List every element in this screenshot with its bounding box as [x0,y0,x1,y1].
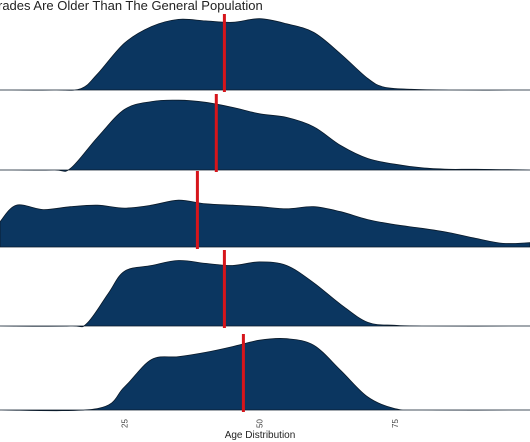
x-tick-label: 25 [120,419,129,428]
x-ticks-group: 25 50 75 [120,419,399,428]
ridge-4 [0,260,530,328]
ridge-2 [0,99,530,172]
ridges-group [0,14,530,412]
x-tick-label: 50 [256,419,265,428]
ridge-5 [0,338,530,412]
ridge-3 [0,199,530,248]
x-tick-label: 75 [391,419,400,428]
chart-title: rades Are Older Than The General Populat… [0,0,263,13]
x-axis-label: Age Distribution [225,430,296,441]
ridge-1 [0,18,530,91]
